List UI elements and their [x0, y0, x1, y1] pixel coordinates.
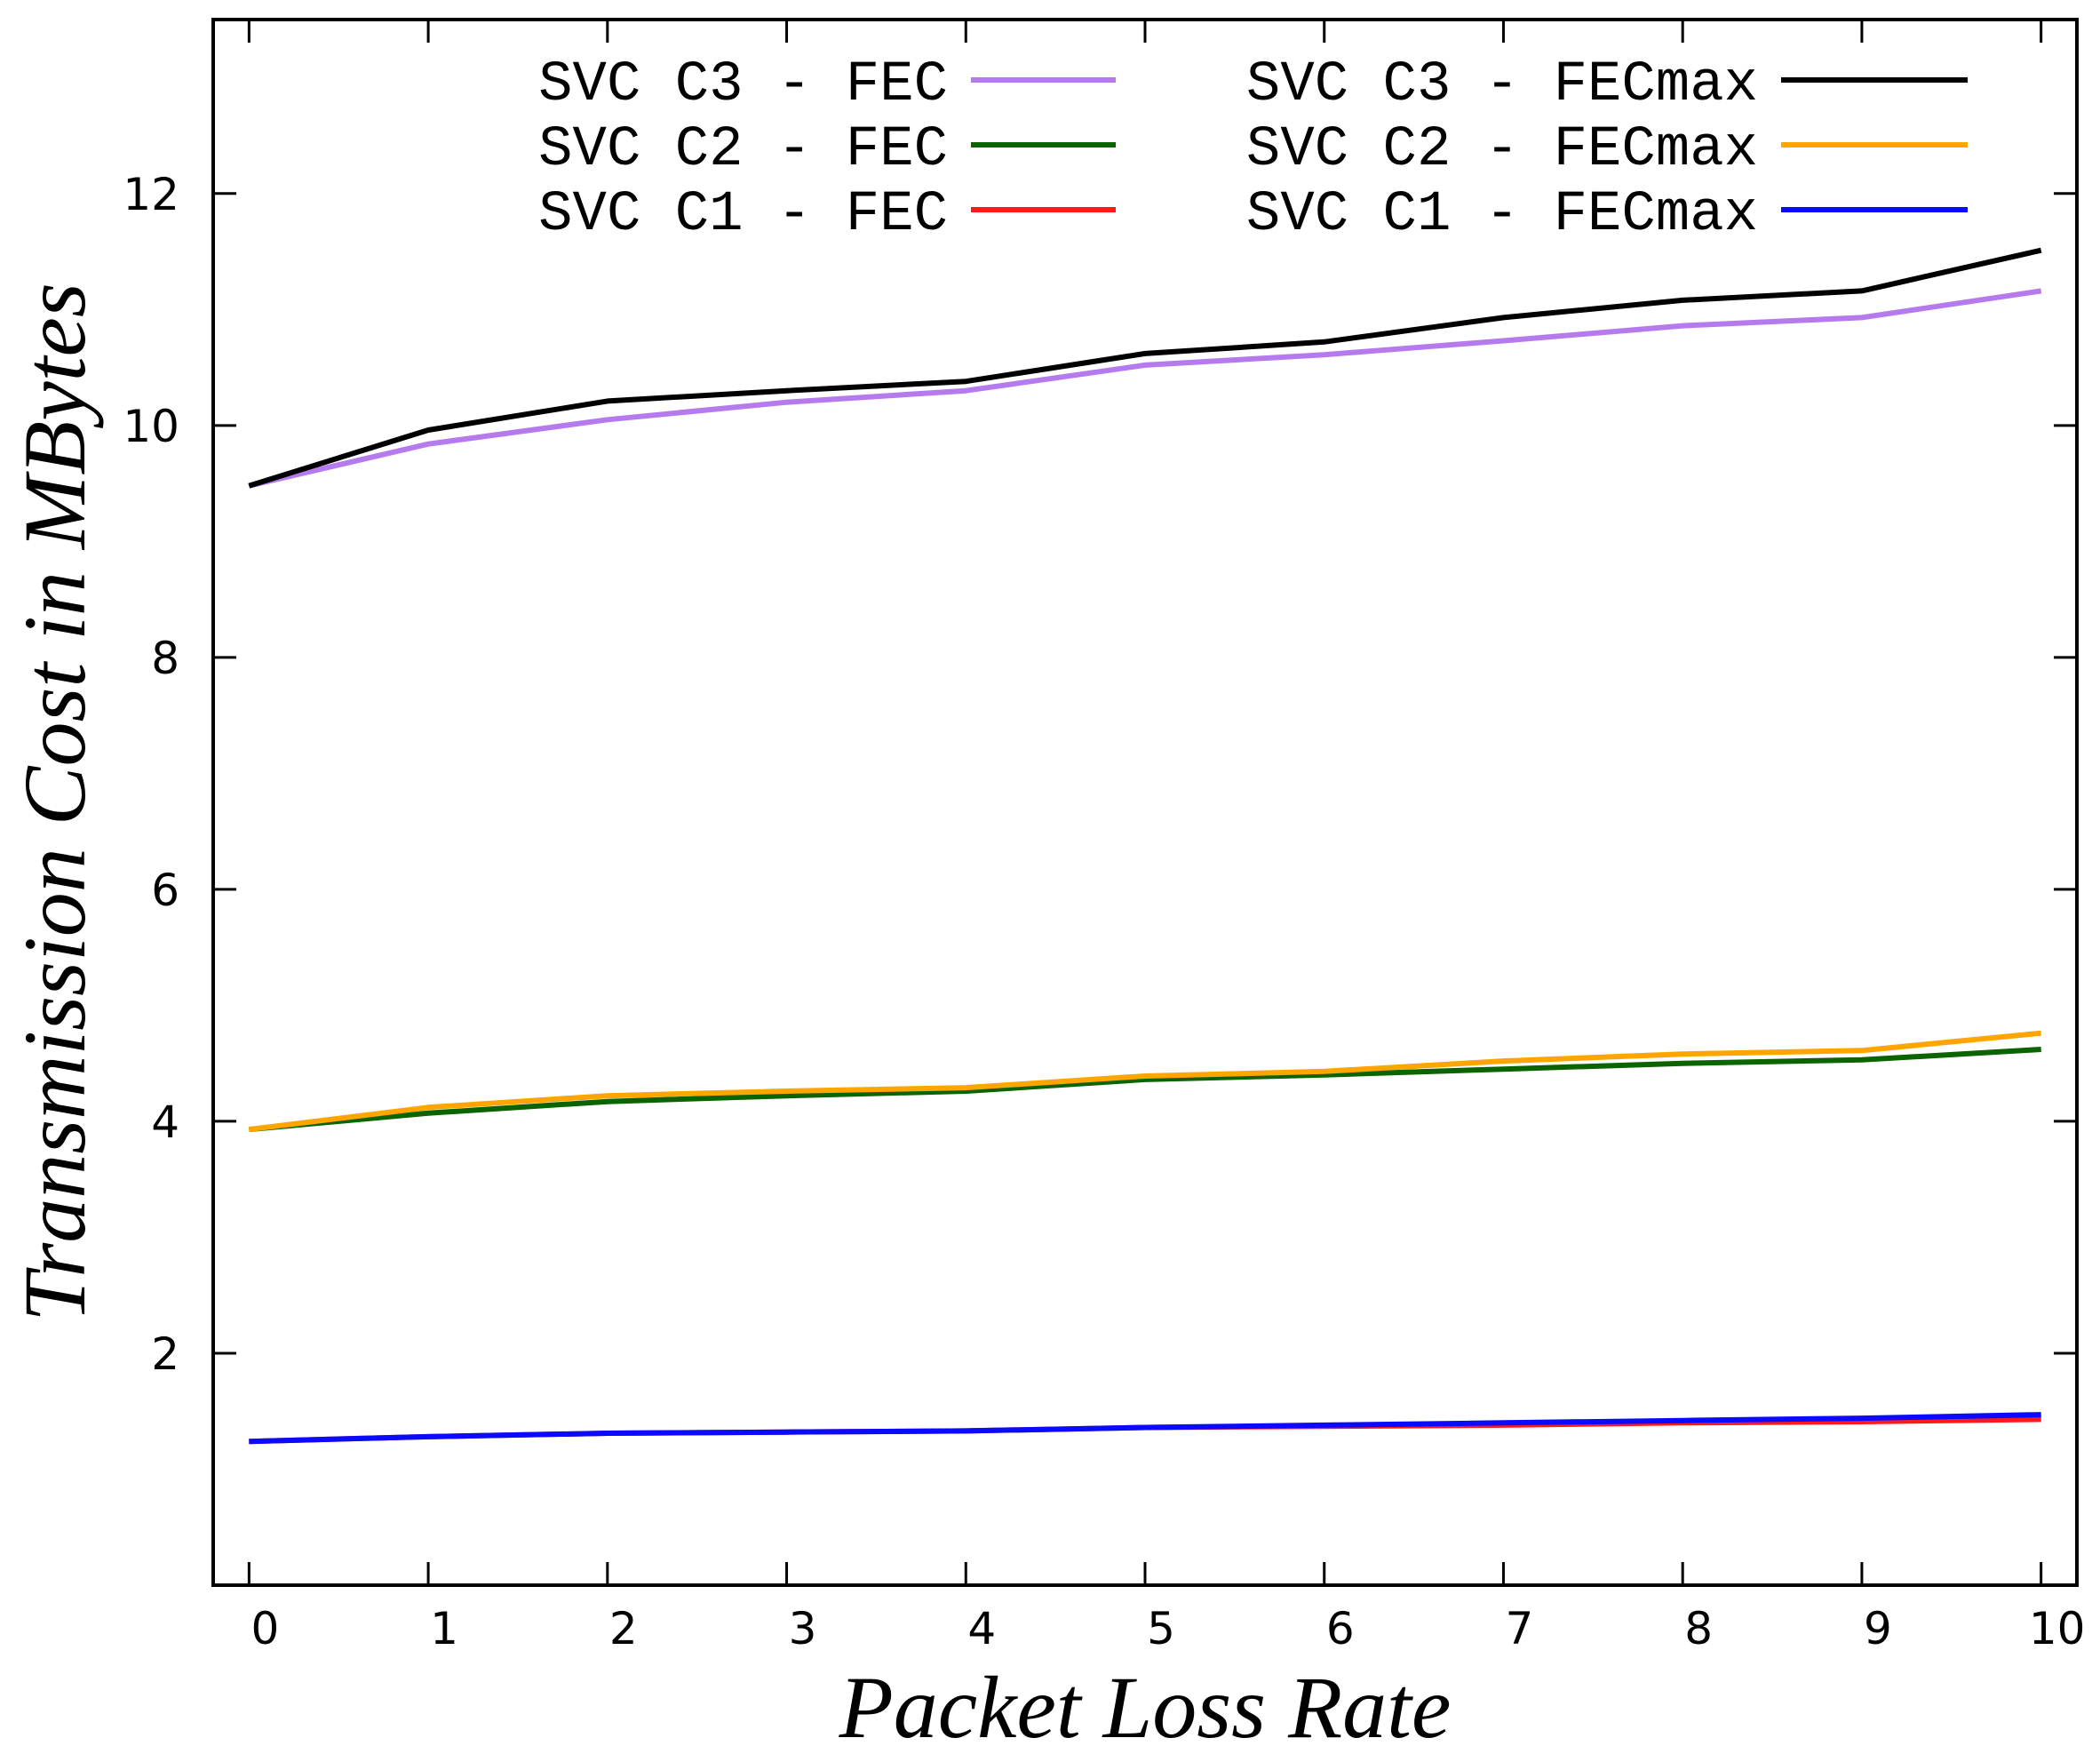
series-line	[249, 1416, 2041, 1445]
series-line	[249, 1412, 2041, 1445]
legend-label: SVC C1 - FECmax	[1246, 183, 1758, 247]
series-lines	[248, 247, 2042, 1445]
x-tick-label: 9	[1864, 1603, 1892, 1654]
x-tick-label: 8	[1684, 1603, 1713, 1654]
legend-label: SVC C2 - FECmax	[1246, 118, 1758, 182]
legend-label: SVC C1 - FEC	[538, 183, 948, 247]
series-line	[248, 1030, 2041, 1133]
y-tick-label: 2	[151, 1328, 179, 1380]
y-tick-label: 8	[151, 633, 179, 684]
y-axis-title: Transmission Cost in MBytes	[5, 283, 104, 1322]
y-tick-label: 4	[151, 1096, 179, 1148]
x-tick-label: 1	[430, 1603, 458, 1654]
y-tick-label: 10	[123, 401, 179, 452]
series-line	[248, 247, 2042, 489]
x-tick-label: 7	[1506, 1603, 1534, 1654]
x-tick-label: 3	[789, 1603, 817, 1654]
series-line	[249, 1047, 2041, 1133]
legend-label: SVC C3 - FECmax	[1246, 53, 1758, 117]
x-tick-label: 6	[1326, 1603, 1355, 1654]
x-axis-title: Packet Loss Rate	[839, 1658, 1452, 1754]
x-tick-label: 4	[967, 1603, 996, 1654]
x-tick-label: 2	[609, 1603, 638, 1654]
legend-label: SVC C3 - FEC	[538, 53, 948, 117]
legend-label: SVC C2 - FEC	[538, 118, 948, 182]
series-line	[248, 288, 2042, 489]
x-tick-label: 10	[2029, 1603, 2086, 1654]
y-tick-label: 6	[151, 865, 179, 916]
y-tick-label: 12	[123, 169, 179, 220]
x-tick-label: 0	[251, 1603, 279, 1654]
x-tick-label: 5	[1147, 1603, 1175, 1654]
plot-frame	[211, 18, 2079, 1587]
axis-ticks	[213, 20, 2077, 1585]
